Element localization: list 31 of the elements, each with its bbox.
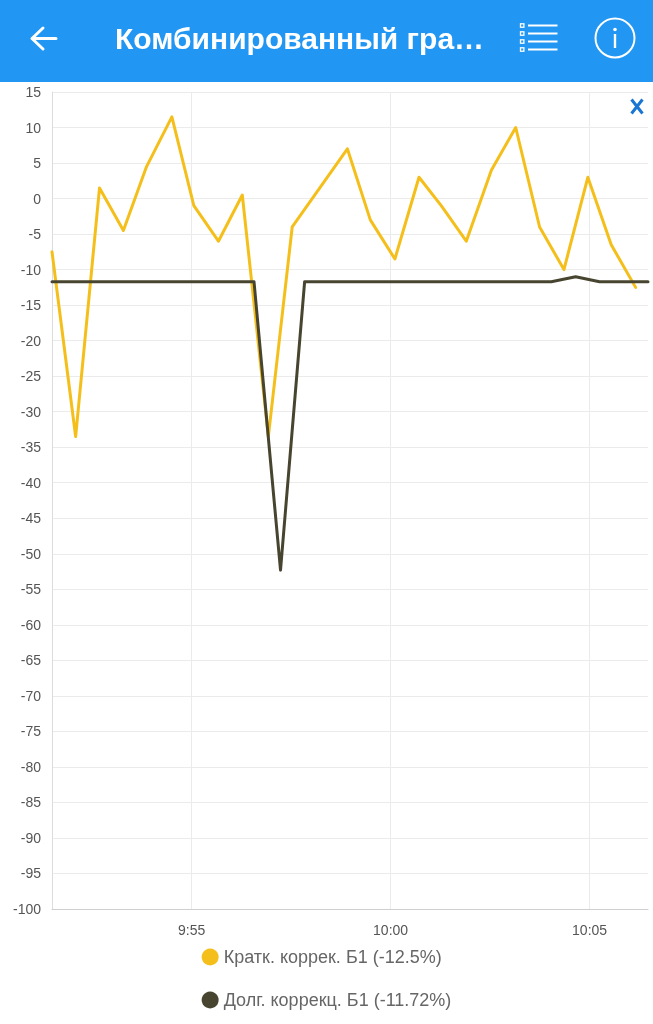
y-tick-label: -80 bbox=[20, 758, 42, 775]
y-tick-label: -10 bbox=[20, 261, 42, 278]
y-tick-label: 0 bbox=[33, 190, 42, 207]
y-tick-label: -85 bbox=[20, 794, 42, 811]
x-tick-label: 10:00 bbox=[373, 922, 409, 938]
legend-label: Кратк. коррек. Б1 (-12.5%) bbox=[223, 947, 442, 967]
y-tick-label: -30 bbox=[20, 403, 42, 420]
y-tick-label: -45 bbox=[20, 510, 42, 527]
y-tick-label: -65 bbox=[20, 652, 42, 669]
y-tick-label: -40 bbox=[20, 474, 42, 491]
y-tick-label: -15 bbox=[20, 297, 42, 314]
y-tick-label: 10 bbox=[25, 119, 42, 136]
y-tick-label: -25 bbox=[20, 368, 42, 385]
y-tick-label: -95 bbox=[20, 865, 42, 882]
y-tick-label: -70 bbox=[20, 687, 42, 704]
y-tick-label: -100 bbox=[12, 901, 42, 917]
line-series bbox=[50, 115, 638, 439]
y-tick-label: 15 bbox=[25, 84, 42, 100]
y-tick-label: -55 bbox=[20, 581, 42, 598]
x-tick-label: 9:55 bbox=[177, 922, 206, 938]
y-tick-label: -90 bbox=[20, 829, 42, 846]
y-tick-label: -60 bbox=[20, 616, 42, 633]
y-tick-label: 5 bbox=[33, 155, 42, 172]
y-tick-label: -75 bbox=[20, 723, 42, 740]
y-tick-label: -5 bbox=[28, 226, 42, 243]
legend-label: Долг. коррекц. Б1 (-11.72%) bbox=[223, 990, 452, 1010]
y-tick-label: -35 bbox=[20, 439, 42, 456]
x-tick-label: 10:05 bbox=[572, 922, 608, 938]
chart-title: Комбинированный гра… bbox=[115, 21, 485, 57]
y-tick-label: -20 bbox=[20, 332, 42, 349]
y-tick-label: -50 bbox=[20, 545, 42, 562]
